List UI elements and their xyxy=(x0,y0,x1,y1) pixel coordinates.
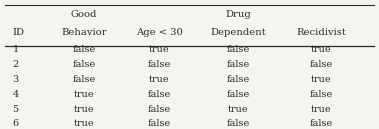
Text: false: false xyxy=(72,75,96,84)
Text: true: true xyxy=(149,45,170,54)
Text: false: false xyxy=(227,45,250,54)
Text: true: true xyxy=(74,105,94,114)
Text: false: false xyxy=(227,90,250,99)
Text: 4: 4 xyxy=(13,90,19,99)
Text: true: true xyxy=(311,75,332,84)
Text: Recidivist: Recidivist xyxy=(296,28,346,37)
Text: 2: 2 xyxy=(13,60,19,69)
Text: false: false xyxy=(148,90,171,99)
Text: false: false xyxy=(72,45,96,54)
Text: Age < 30: Age < 30 xyxy=(136,28,183,37)
Text: false: false xyxy=(72,60,96,69)
Text: false: false xyxy=(148,105,171,114)
Text: true: true xyxy=(149,75,170,84)
Text: true: true xyxy=(228,105,249,114)
Text: true: true xyxy=(311,105,332,114)
Text: 6: 6 xyxy=(13,119,19,128)
Text: false: false xyxy=(310,119,333,128)
Text: false: false xyxy=(227,60,250,69)
Text: Behavior: Behavior xyxy=(61,28,107,37)
Text: Dependent: Dependent xyxy=(210,28,266,37)
Text: true: true xyxy=(74,119,94,128)
Text: false: false xyxy=(148,60,171,69)
Text: true: true xyxy=(311,45,332,54)
Text: false: false xyxy=(227,75,250,84)
Text: true: true xyxy=(74,90,94,99)
Text: false: false xyxy=(310,60,333,69)
Text: false: false xyxy=(310,90,333,99)
Text: false: false xyxy=(148,119,171,128)
Text: 1: 1 xyxy=(13,45,19,54)
Text: false: false xyxy=(227,119,250,128)
Text: 5: 5 xyxy=(13,105,19,114)
Text: 3: 3 xyxy=(13,75,19,84)
Text: Good: Good xyxy=(71,10,97,19)
Text: ID: ID xyxy=(13,28,25,37)
Text: Drug: Drug xyxy=(226,10,251,19)
